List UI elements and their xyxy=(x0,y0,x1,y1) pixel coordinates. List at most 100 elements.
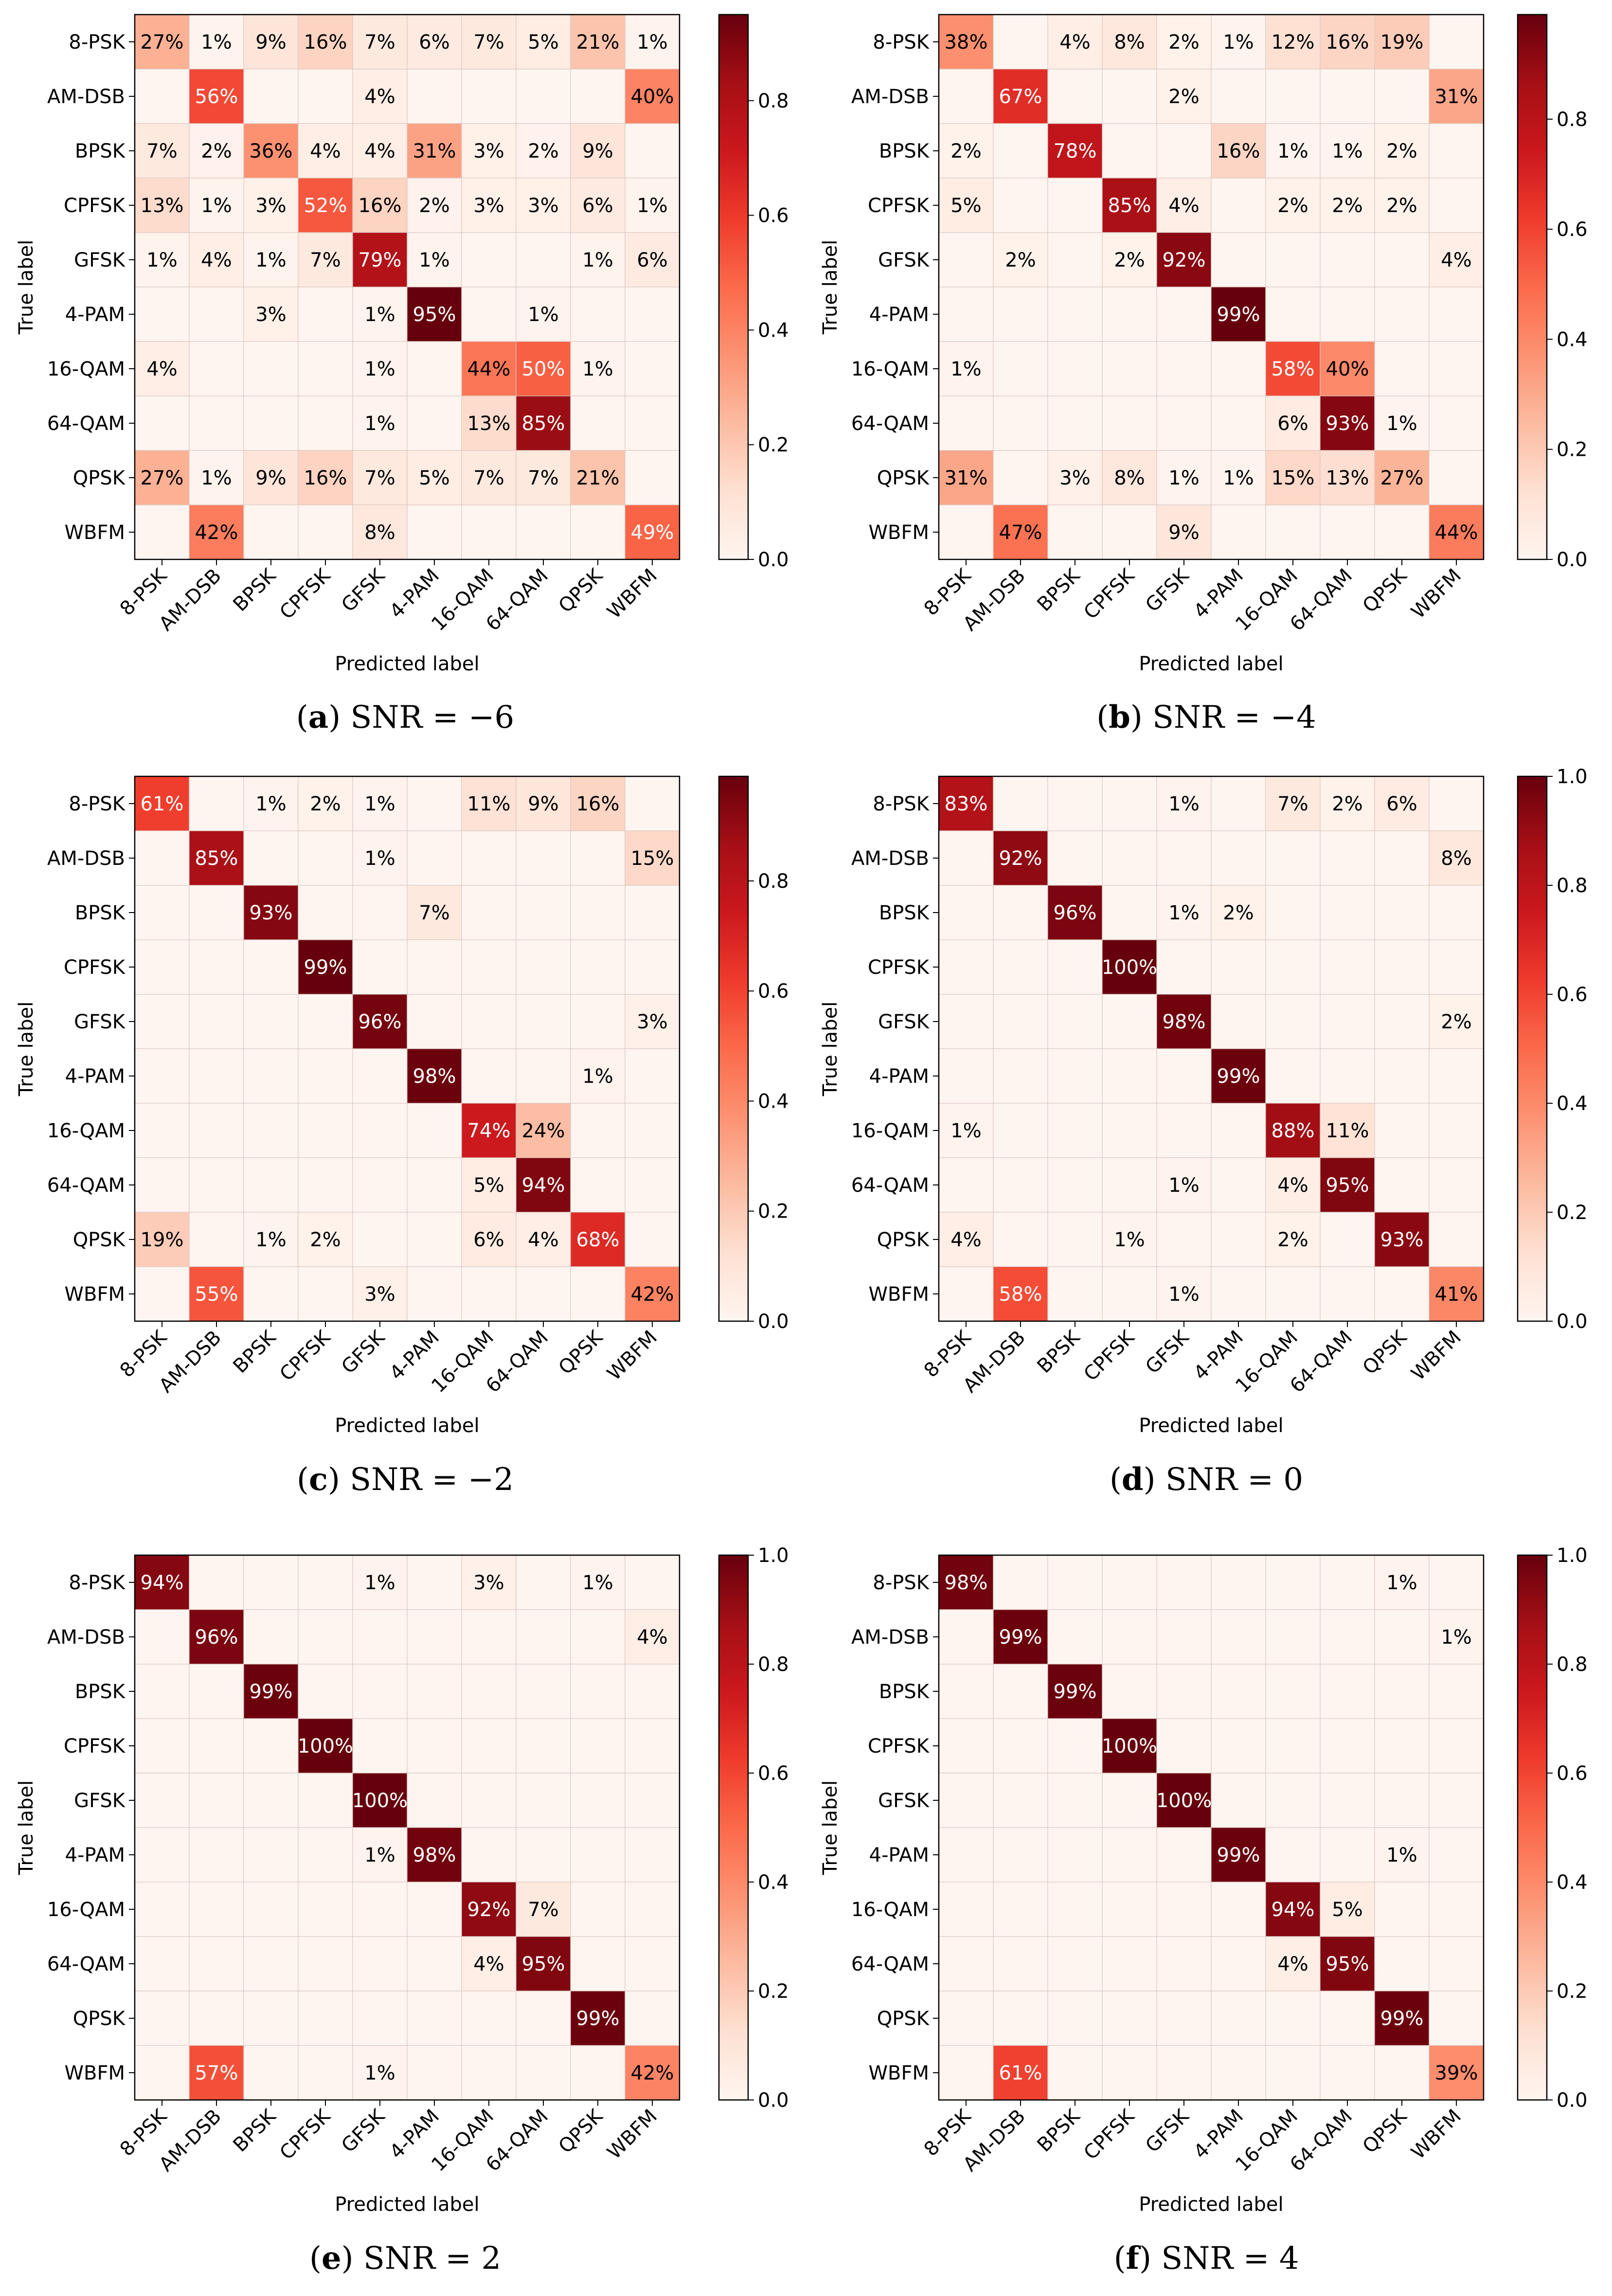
cell-value-label: 1% xyxy=(582,249,613,271)
cell-value-label: 3% xyxy=(473,1572,504,1594)
heatmap-cell xyxy=(1320,1212,1375,1267)
cell-value-label: 4% xyxy=(1059,31,1090,54)
heatmap-cell xyxy=(1156,1157,1212,1213)
panel-letter: a xyxy=(308,699,328,735)
y-tick-label: GFSK xyxy=(878,1790,930,1812)
cell-value-label: 1% xyxy=(364,358,395,380)
heatmap-cell xyxy=(1320,885,1375,940)
cell-value-label: 1% xyxy=(1386,413,1417,435)
cell-value-label: 5% xyxy=(528,31,558,54)
cell-value-label: 31% xyxy=(945,467,988,489)
heatmap-cell xyxy=(625,504,680,560)
heatmap-cell xyxy=(1047,1555,1103,1610)
heatmap-cell xyxy=(352,1212,408,1267)
heatmap-cell xyxy=(625,450,680,505)
heatmap-cell xyxy=(1374,178,1430,233)
colorbar-tick-label: 1.0 xyxy=(758,1544,789,1567)
heatmap-cell xyxy=(625,1266,680,1322)
heatmap-cell xyxy=(1374,1157,1430,1213)
cell-value-label: 4% xyxy=(473,1953,504,1975)
heatmap-cell xyxy=(1102,1664,1157,1719)
heatmap-cell xyxy=(1320,994,1375,1049)
heatmap-cell xyxy=(625,776,680,831)
heatmap-cell xyxy=(407,123,462,179)
y-tick-label: 64-QAM xyxy=(47,1174,125,1197)
heatmap-cell xyxy=(570,776,626,831)
cell-value-label: 6% xyxy=(419,31,449,54)
heatmap-cell xyxy=(134,994,190,1049)
heatmap-cell xyxy=(298,1157,353,1213)
heatmap-cell xyxy=(993,1718,1048,1774)
y-axis-label: True label xyxy=(819,240,842,335)
heatmap-cell xyxy=(189,123,244,179)
heatmap-cell xyxy=(1102,1827,1157,1883)
heatmap-cell xyxy=(1265,776,1321,831)
heatmap-cell xyxy=(1156,1609,1212,1665)
heatmap-cell xyxy=(938,395,994,451)
cell-value-label: 16% xyxy=(1326,31,1369,54)
heatmap-cell xyxy=(993,1555,1048,1610)
x-axis-label: Predicted label xyxy=(1139,2193,1283,2216)
cell-value-label: 67% xyxy=(999,86,1042,108)
x-tick-label: BPSK xyxy=(1033,564,1085,616)
heatmap-cell xyxy=(1211,178,1266,233)
heatmap-cell xyxy=(461,1936,517,1991)
panel-caption-text: SNR = 4 xyxy=(1151,2241,1299,2277)
heatmap-cell xyxy=(243,830,299,886)
heatmap-cell xyxy=(1047,1048,1103,1104)
heatmap-cell xyxy=(1102,450,1157,505)
heatmap-cell xyxy=(938,1212,994,1267)
heatmap-cell xyxy=(407,1991,462,2046)
cell-value-label: 93% xyxy=(1380,1229,1424,1251)
plot-frame xyxy=(938,775,1485,1322)
heatmap-cell xyxy=(407,1103,462,1158)
cell-value-label: 98% xyxy=(1163,1011,1206,1033)
cell-value-label: 92% xyxy=(1163,249,1206,271)
heatmap-cell xyxy=(461,395,517,451)
cell-value-label: 1% xyxy=(1441,1626,1471,1649)
heatmap-cell xyxy=(461,1609,517,1665)
heatmap-cell xyxy=(243,395,299,451)
heatmap-cell xyxy=(1211,1718,1266,1774)
heatmap-cell xyxy=(189,14,244,70)
cell-value-label: 98% xyxy=(413,1065,456,1088)
cell-value-label: 1% xyxy=(364,413,395,435)
y-tick-label: 8-PSK xyxy=(873,1572,930,1594)
y-tick-label: 8-PSK xyxy=(69,1572,125,1594)
heatmap-cell xyxy=(1265,1936,1321,1991)
x-tick-label: GFSK xyxy=(1141,564,1194,616)
heatmap-cell xyxy=(993,1991,1048,2046)
cell-value-label: 1% xyxy=(1223,31,1254,54)
heatmap-cell xyxy=(1265,1103,1321,1158)
y-tick-label: 16-QAM xyxy=(851,1120,929,1142)
cell-value-label: 4% xyxy=(1277,1174,1308,1197)
cell-value-label: 1% xyxy=(1223,467,1254,489)
heatmap-cell xyxy=(407,994,462,1049)
cell-value-label: 3% xyxy=(364,1283,395,1306)
x-axis-label: Predicted label xyxy=(335,2193,479,2216)
heatmap-cell xyxy=(625,287,680,342)
panel-caption-text: SNR = −2 xyxy=(340,1462,514,1498)
cell-value-label: 8% xyxy=(1114,467,1145,489)
heatmap-cell xyxy=(1211,885,1266,940)
heatmap-cell xyxy=(243,1718,299,1774)
heatmap-cell xyxy=(189,939,244,995)
heatmap-cell xyxy=(993,395,1048,451)
y-tick-label: 64-QAM xyxy=(851,1953,929,1975)
heatmap-cell xyxy=(516,232,571,287)
heatmap-cell xyxy=(1265,2045,1321,2100)
heatmap-cell xyxy=(189,1664,244,1719)
heatmap-cell xyxy=(1320,1718,1375,1774)
heatmap-cell xyxy=(243,2045,299,2100)
heatmap-cell xyxy=(461,1718,517,1774)
heatmap-cell xyxy=(134,287,190,342)
cell-value-label: 2% xyxy=(1168,86,1199,108)
heatmap-cell xyxy=(1156,1048,1212,1104)
heatmap-cell xyxy=(352,1991,408,2046)
heatmap-cell xyxy=(1047,1266,1103,1322)
y-tick-label: AM-DSB xyxy=(851,86,929,108)
y-tick-label: 8-PSK xyxy=(873,793,930,815)
cell-value-label: 4% xyxy=(310,140,340,162)
heatmap-cell xyxy=(1102,776,1157,831)
cell-value-label: 1% xyxy=(1168,1174,1199,1197)
